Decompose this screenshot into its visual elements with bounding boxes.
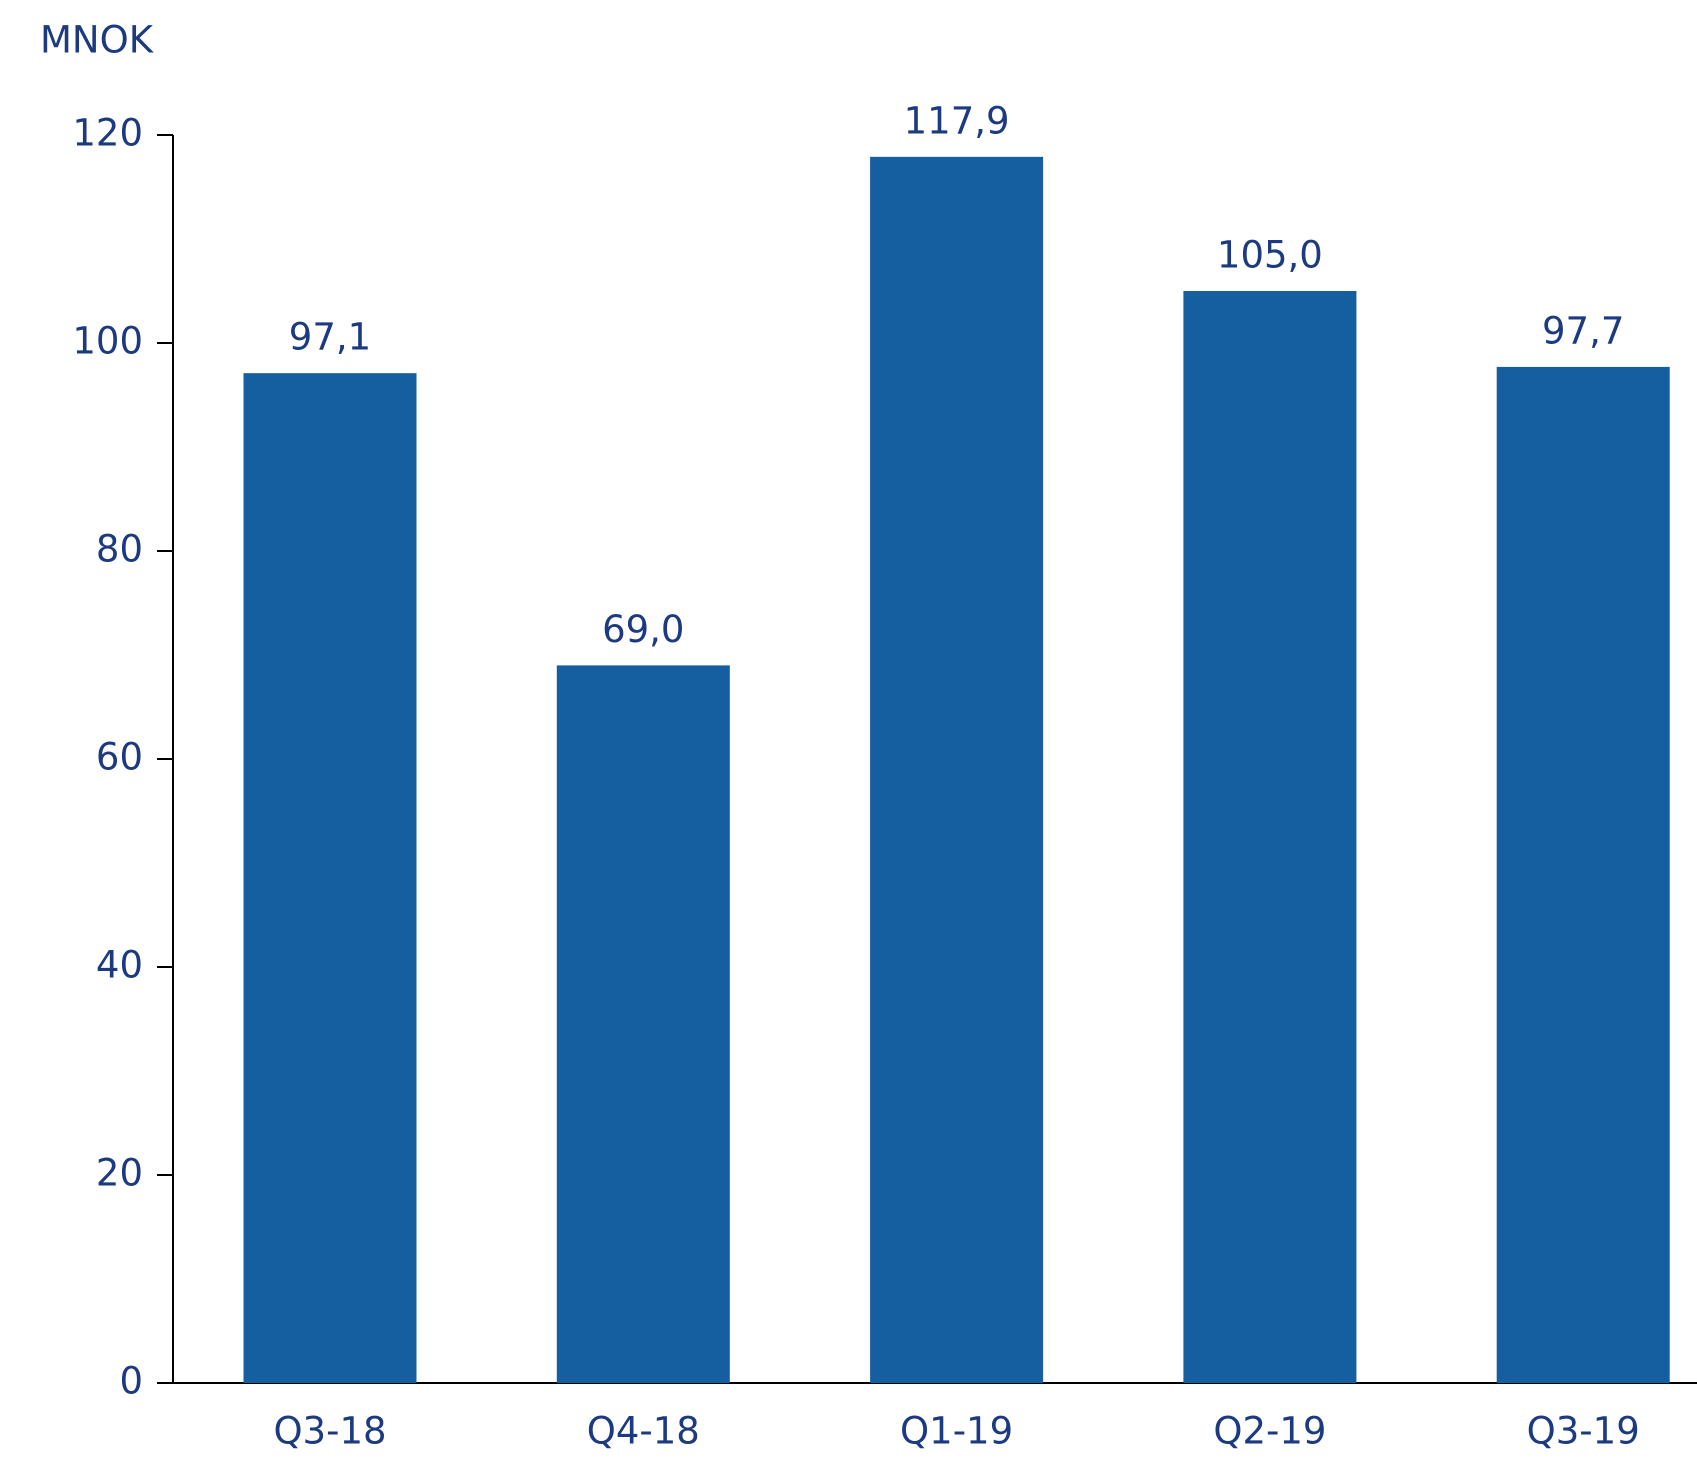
x-tick-label: Q4-18: [587, 1410, 700, 1453]
data-label: 97,1: [289, 316, 371, 359]
y-tick-label: 0: [119, 1360, 143, 1403]
y-tick-label: 40: [96, 944, 143, 987]
data-label: 69,0: [602, 608, 684, 651]
bar: [243, 373, 417, 1383]
x-tick-label: Q3-19: [1527, 1410, 1640, 1453]
x-tick-label: Q3-18: [273, 1410, 386, 1453]
y-tick-label: 120: [72, 112, 143, 155]
y-tick-label: 60: [96, 736, 143, 779]
y-tick-label: 20: [96, 1152, 143, 1195]
data-label: 117,9: [904, 99, 1010, 142]
y-tick-label: 100: [72, 320, 143, 363]
bar: [1183, 291, 1357, 1383]
bar: [556, 665, 730, 1383]
unit-label: MNOK: [40, 19, 155, 62]
bar: [870, 156, 1044, 1384]
x-tick-label: Q2-19: [1213, 1410, 1326, 1453]
data-label: 105,0: [1217, 234, 1323, 277]
x-tick-label: Q1-19: [900, 1410, 1013, 1453]
bar: [1496, 366, 1670, 1383]
data-label: 97,7: [1542, 309, 1624, 352]
y-tick-label: 80: [96, 528, 143, 571]
